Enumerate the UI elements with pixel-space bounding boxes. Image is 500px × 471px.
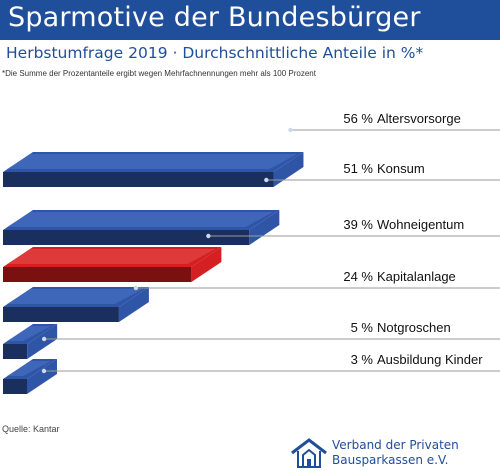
bar-highlight bbox=[7, 326, 52, 341]
bar-highlight bbox=[7, 154, 298, 169]
leader-dot bbox=[41, 368, 47, 374]
value-label: 3 % bbox=[351, 352, 374, 367]
bar-6 bbox=[3, 359, 57, 394]
category-label: Altersvorsorge bbox=[377, 111, 461, 126]
bar-highlight bbox=[7, 361, 51, 376]
title-bar: Sparmotive der Bundesbürger bbox=[0, 0, 500, 40]
bar-front-face bbox=[3, 379, 27, 394]
bar-3 bbox=[3, 247, 222, 282]
category-label: Ausbildung Kinder bbox=[377, 352, 483, 367]
value-label: 39 % bbox=[343, 217, 373, 232]
category-label: Notgroschen bbox=[377, 320, 451, 335]
bar-1 bbox=[3, 152, 304, 187]
bar-front-face bbox=[3, 230, 250, 245]
bar-end-cap bbox=[273, 152, 304, 187]
category-label: Kapitalanlage bbox=[377, 269, 456, 284]
leader-dot bbox=[288, 127, 293, 133]
category-label: Wohneigentum bbox=[377, 217, 464, 232]
house-logo-icon bbox=[291, 438, 327, 468]
leader-dot bbox=[133, 285, 139, 291]
bar-chart: 56 % Altersvorsorge 51 % Konsum 39 % Wohneige… bbox=[3, 111, 500, 394]
bar-highlight bbox=[7, 289, 143, 304]
bar-highlight bbox=[7, 249, 216, 264]
bar-front-face bbox=[3, 307, 119, 322]
leader-dot bbox=[264, 177, 269, 183]
value-label: 5 % bbox=[351, 320, 374, 335]
vdpb-logo: Verband der Privaten Bausparkassen e.V. bbox=[290, 436, 500, 471]
bar-front-face bbox=[3, 267, 192, 282]
bar-end-cap bbox=[118, 287, 149, 322]
bar-4 bbox=[3, 287, 149, 322]
chart-title: Sparmotive der Bundesbürger bbox=[8, 2, 421, 33]
leader-dot bbox=[206, 233, 211, 239]
chart-subtitle: Herbstumfrage 2019 · Durchschnittliche A… bbox=[6, 44, 424, 62]
bar-end-cap bbox=[27, 359, 57, 394]
bar-front-face bbox=[3, 172, 274, 187]
bar-2 bbox=[3, 210, 280, 245]
bar-5 bbox=[3, 324, 58, 359]
logo-text-line2: Bausparkassen e.V. bbox=[332, 453, 449, 467]
leader-dot bbox=[41, 336, 47, 342]
bar-front-face bbox=[3, 344, 28, 359]
bar-highlight bbox=[7, 212, 274, 227]
logo-text-line1: Verband der Privaten bbox=[332, 438, 459, 452]
value-label: 51 % bbox=[343, 161, 373, 176]
bar-end-cap bbox=[27, 324, 58, 359]
category-label: Konsum bbox=[377, 161, 425, 176]
value-label: 56 % bbox=[343, 111, 373, 126]
source-note: Quelle: Kantar bbox=[2, 424, 60, 434]
value-label: 24 % bbox=[343, 269, 373, 284]
chart-footnote: *Die Summe der Prozentanteile ergibt weg… bbox=[2, 69, 316, 78]
bar-end-cap bbox=[191, 247, 222, 282]
